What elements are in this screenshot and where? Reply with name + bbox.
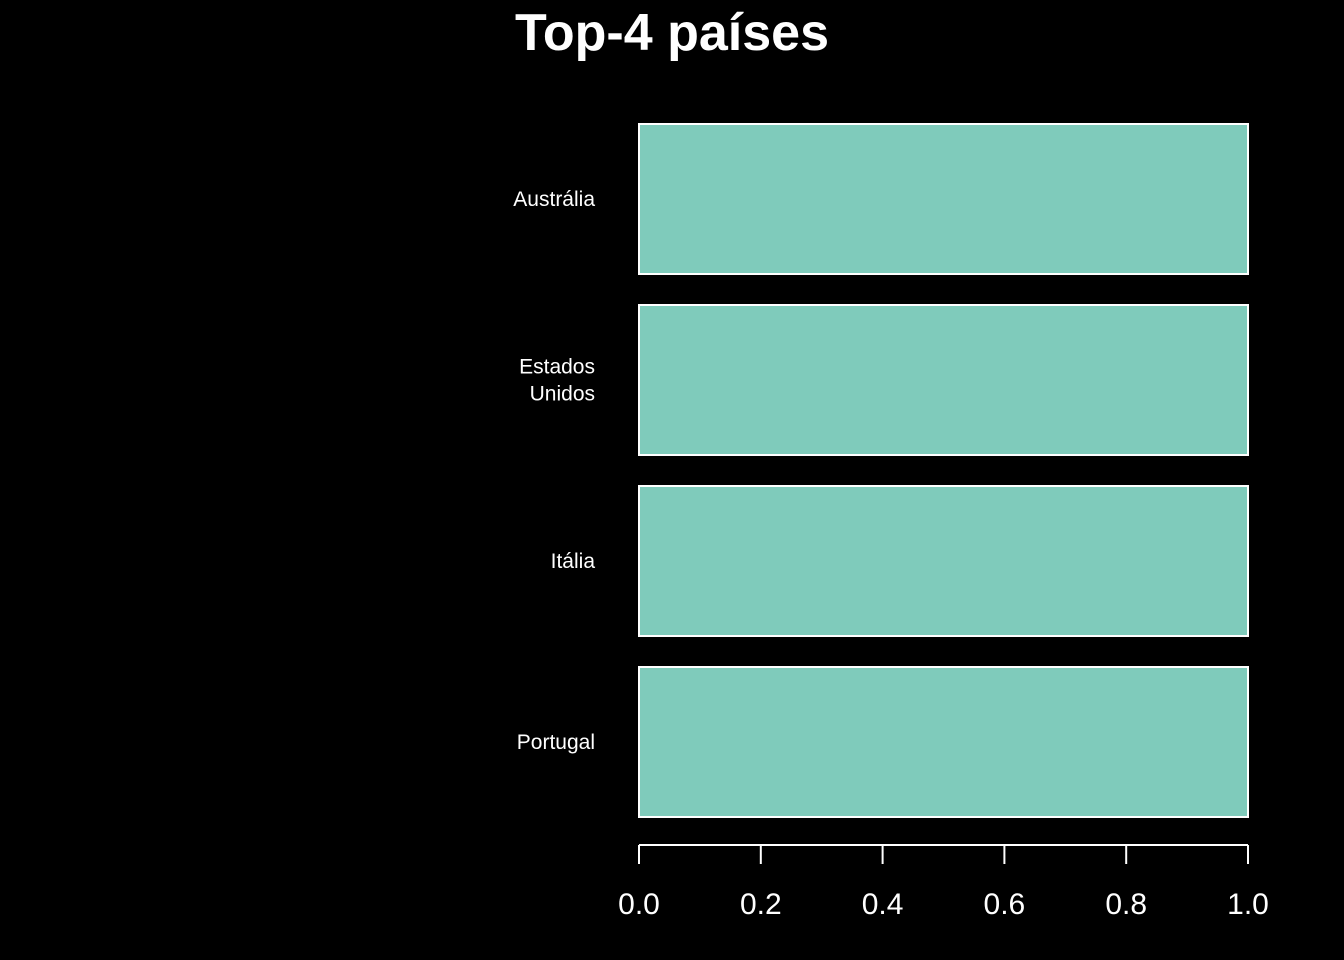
bar: [638, 485, 1249, 637]
category-label: Austrália: [513, 188, 595, 211]
category-labels: Austrália Estados Unidos Itália Portugal: [513, 188, 595, 754]
x-tick-label: 1.0: [1227, 888, 1269, 921]
chart-title: Top-4 países: [515, 4, 829, 62]
category-label: Estados Unidos: [519, 356, 595, 406]
x-tick-label: 0.6: [984, 888, 1026, 921]
x-tick-label: 0.2: [740, 888, 782, 921]
bar: [638, 304, 1249, 456]
x-tick-label: 0.4: [862, 888, 904, 921]
x-tick-label: 0.8: [1105, 888, 1147, 921]
bar: [638, 123, 1249, 275]
category-label: Itália: [551, 550, 596, 573]
bars-group: [638, 123, 1249, 818]
x-tick-label: 0.0: [618, 888, 660, 921]
x-axis: 0.0 0.2 0.4 0.6 0.8 1.0: [618, 844, 1269, 921]
bar: [638, 666, 1249, 818]
category-label: Portugal: [517, 731, 595, 754]
